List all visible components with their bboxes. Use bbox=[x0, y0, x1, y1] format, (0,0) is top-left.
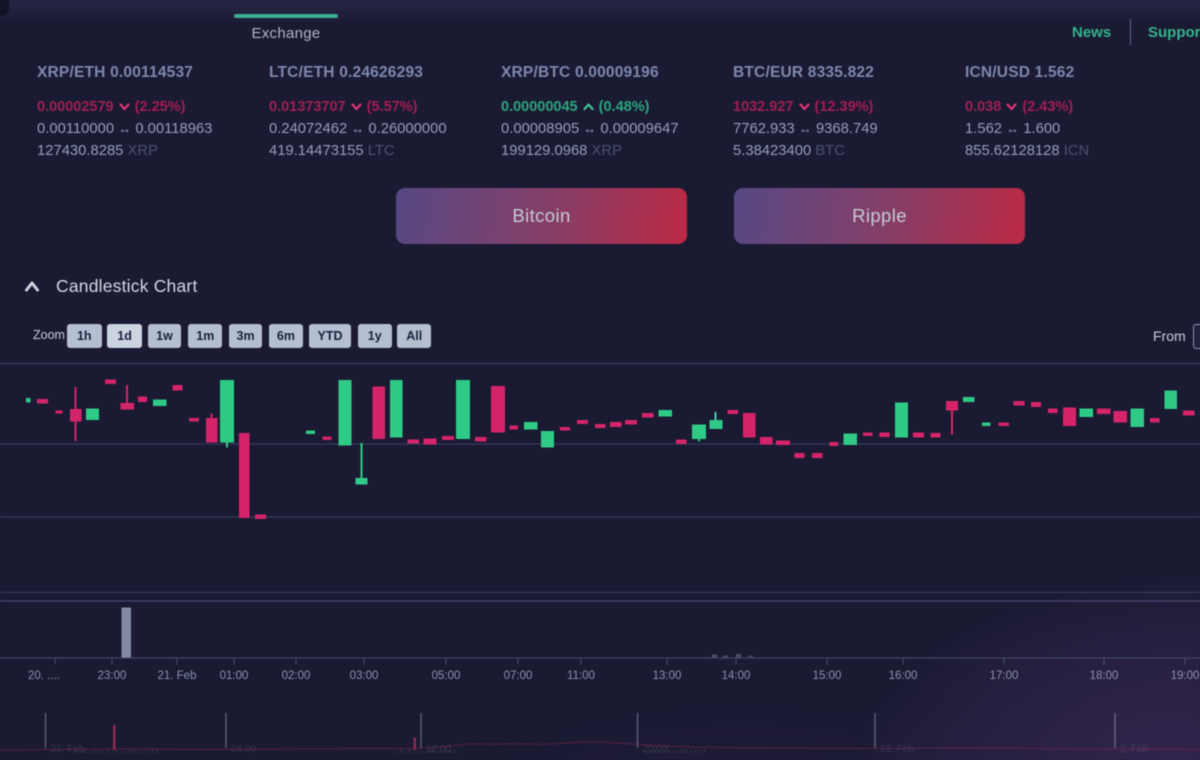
svg-text:03:00: 03:00 bbox=[350, 670, 379, 682]
svg-text:02:00: 02:00 bbox=[282, 670, 311, 682]
svg-text:18:00: 18:00 bbox=[1090, 670, 1119, 682]
svg-text:13:00: 13:00 bbox=[653, 670, 682, 682]
svg-text:23:00: 23:00 bbox=[98, 670, 127, 682]
svg-text:21. Feb: 21. Feb bbox=[158, 670, 197, 682]
svg-text:19:00: 19:00 bbox=[1171, 670, 1200, 682]
svg-text:2. Feb: 2. Feb bbox=[1120, 744, 1149, 755]
svg-text:20:00: 20:00 bbox=[643, 744, 668, 755]
svg-text:17:00: 17:00 bbox=[990, 670, 1019, 682]
svg-text:04:00: 04:00 bbox=[231, 744, 256, 755]
svg-text:07:00: 07:00 bbox=[504, 670, 533, 682]
svg-text:01:00: 01:00 bbox=[220, 670, 249, 682]
svg-text:15:00: 15:00 bbox=[813, 670, 842, 682]
svg-text:11:00: 11:00 bbox=[567, 670, 595, 682]
svg-text:21. Feb: 21. Feb bbox=[51, 744, 85, 755]
svg-text:05:00: 05:00 bbox=[432, 670, 461, 682]
svg-text:14:00: 14:00 bbox=[722, 670, 751, 682]
svg-text:22. Feb: 22. Feb bbox=[880, 744, 914, 755]
svg-text:12:00: 12:00 bbox=[426, 744, 451, 755]
svg-text:16:00: 16:00 bbox=[889, 670, 918, 682]
svg-text:20. ....: 20. .... bbox=[28, 670, 60, 682]
